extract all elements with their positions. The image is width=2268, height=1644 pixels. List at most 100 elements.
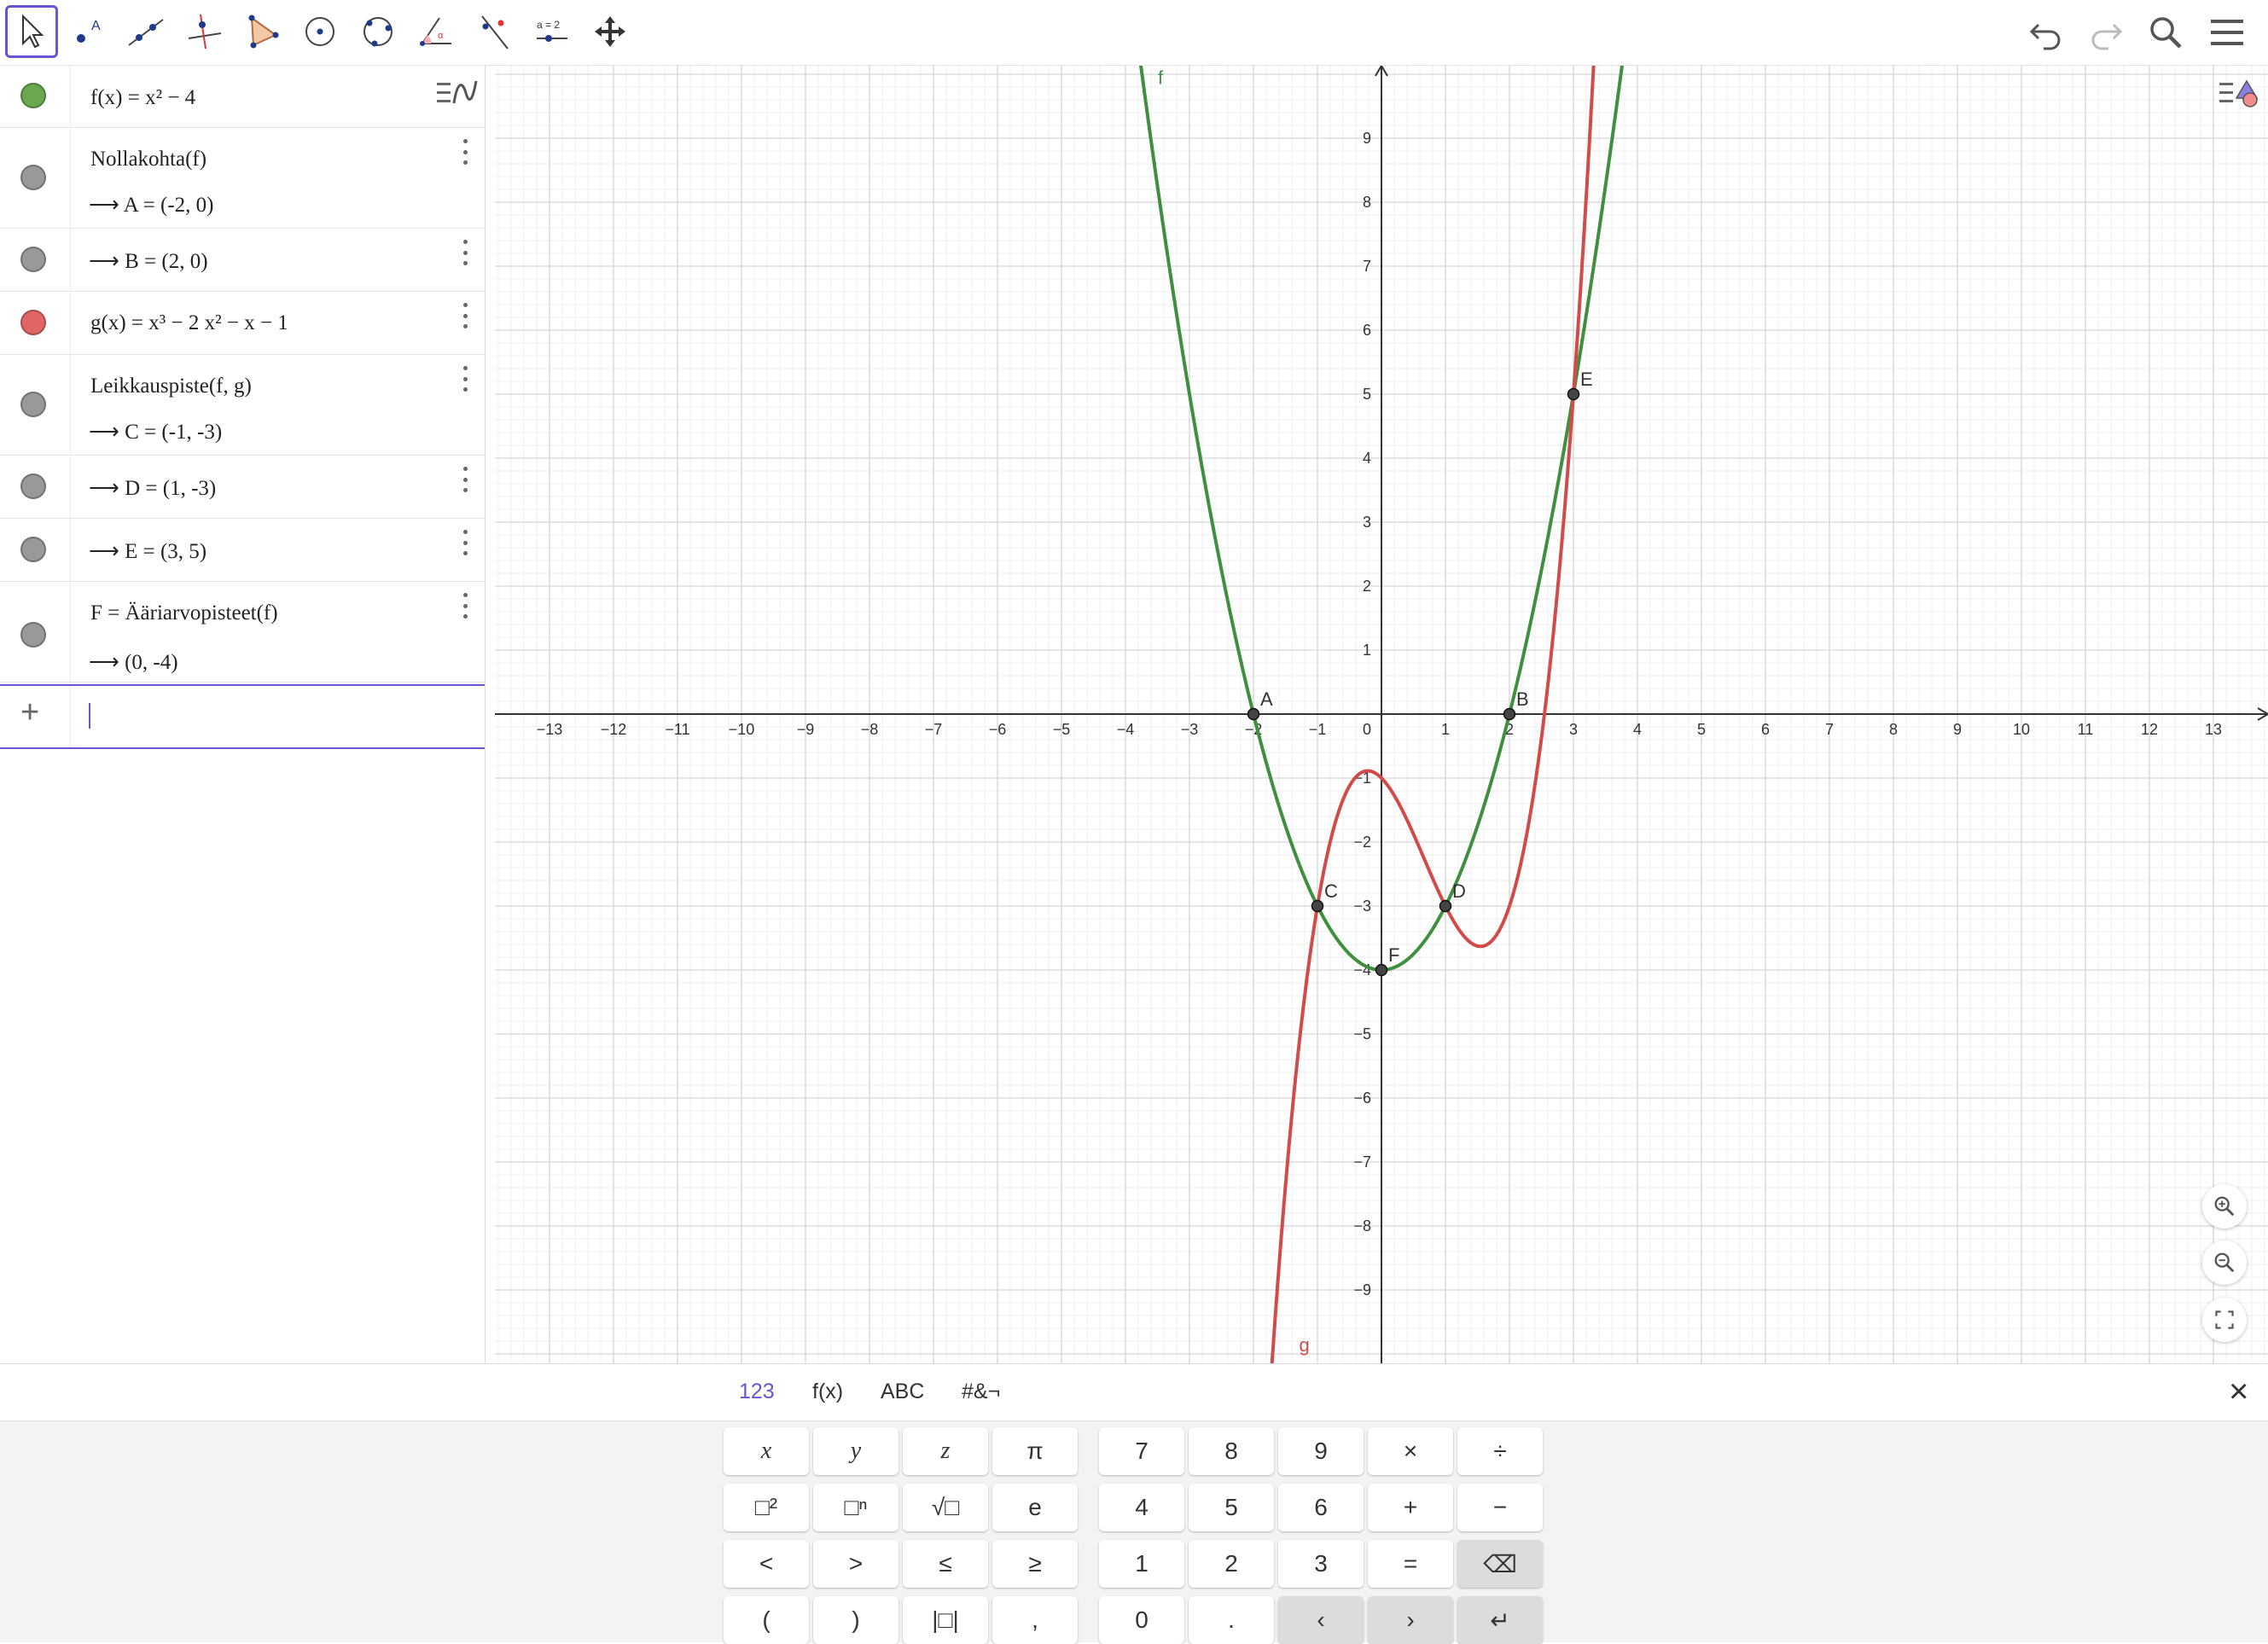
key-5[interactable]: 5 xyxy=(1189,1484,1274,1531)
key-less[interactable]: < xyxy=(724,1540,809,1588)
key-backspace[interactable]: ⌫ xyxy=(1457,1540,1543,1588)
polygon-tool-button[interactable] xyxy=(236,5,288,58)
key-greater-equal[interactable]: ≥ xyxy=(992,1540,1078,1588)
close-keyboard-icon[interactable]: × xyxy=(2229,1373,2249,1410)
key-square[interactable]: □² xyxy=(724,1484,809,1531)
graphics-style-button[interactable] xyxy=(2216,71,2260,115)
x-tick-label: −13 xyxy=(537,721,563,738)
undo-button[interactable] xyxy=(2021,7,2072,58)
visibility-toggle-E[interactable] xyxy=(20,537,46,562)
key-equals[interactable]: = xyxy=(1368,1540,1453,1588)
visibility-toggle-g[interactable] xyxy=(20,310,46,335)
tab-functions[interactable]: f(x) xyxy=(812,1380,844,1403)
key-greater[interactable]: > xyxy=(813,1540,898,1588)
tab-123[interactable]: 123 xyxy=(739,1380,775,1403)
circle-three-points-tool-button[interactable] xyxy=(352,5,404,58)
key-dot[interactable]: . xyxy=(1189,1596,1274,1644)
key-6[interactable]: 6 xyxy=(1278,1484,1364,1531)
move-tool-button[interactable] xyxy=(5,5,58,58)
graphics-view[interactable]: −13 −12 −11 −10 −9 −8 −7 −6 −5 −4 −3 −2 −1 1 2 3 4 5 6 7 8 9 1… xyxy=(495,66,2268,1363)
key-divide[interactable]: ÷ xyxy=(1457,1427,1543,1475)
x-tick-label: 7 xyxy=(1825,721,1834,738)
key-plus[interactable]: + xyxy=(1368,1484,1453,1531)
key-comma[interactable]: , xyxy=(992,1596,1078,1644)
row-menu-button[interactable] xyxy=(461,240,469,265)
y-tick-label: 9 xyxy=(1363,130,1371,147)
key-close-paren[interactable]: ) xyxy=(813,1596,898,1644)
circle-three-points-icon xyxy=(363,17,393,47)
algebra-row-nollakohta[interactable]: Nollakohta(f) ⟶ A = (-2, 0) xyxy=(0,127,485,229)
slider-tool-button[interactable]: a = 2 xyxy=(526,5,579,58)
move-graphics-view-tool-button[interactable] xyxy=(584,5,637,58)
main-menu-button[interactable] xyxy=(2201,7,2253,58)
angle-tool-button[interactable]: α xyxy=(410,5,462,58)
sort-graph-icon xyxy=(437,80,478,104)
visibility-toggle-D[interactable] xyxy=(20,473,46,499)
row-menu-button[interactable] xyxy=(461,366,469,392)
key-less-equal[interactable]: ≤ xyxy=(903,1540,988,1588)
algebra-row-E[interactable]: ⟶ E = (3, 5) xyxy=(0,518,485,582)
line-tool-button[interactable] xyxy=(119,5,172,58)
key-1[interactable]: 1 xyxy=(1099,1540,1184,1588)
zoom-in-button[interactable] xyxy=(2202,1184,2247,1229)
key-times[interactable]: × xyxy=(1368,1427,1453,1475)
key-sqrt[interactable]: √□ xyxy=(903,1484,988,1531)
key-left-arrow[interactable]: ‹ xyxy=(1278,1596,1364,1644)
visibility-toggle-C[interactable] xyxy=(20,392,46,417)
key-open-paren[interactable]: ( xyxy=(724,1596,809,1644)
key-8[interactable]: 8 xyxy=(1189,1427,1274,1475)
tab-symbols[interactable]: #&¬ xyxy=(962,1380,1001,1403)
result-B-text: B = (2, 0) xyxy=(125,250,208,273)
algebra-row-F[interactable]: F = Ääriarvopisteet(f) ⟶ (0, -4) xyxy=(0,581,485,683)
tab-abc[interactable]: ABC xyxy=(881,1380,925,1403)
key-0[interactable]: 0 xyxy=(1099,1596,1184,1644)
fullscreen-button[interactable] xyxy=(2202,1298,2247,1342)
row-menu-button[interactable] xyxy=(461,593,469,619)
key-y[interactable]: y xyxy=(813,1427,898,1475)
reflect-tool-button[interactable] xyxy=(468,5,520,58)
redo-button[interactable] xyxy=(2080,7,2131,58)
key-7[interactable]: 7 xyxy=(1099,1427,1184,1475)
algebra-row-f[interactable]: f(x) = x² − 4 xyxy=(0,66,485,128)
visibility-toggle-f[interactable] xyxy=(20,83,46,108)
visibility-toggle-F[interactable] xyxy=(20,622,46,648)
x-tick-label: 3 xyxy=(1569,721,1578,738)
fullscreen-icon xyxy=(2215,1310,2234,1329)
key-z[interactable]: z xyxy=(903,1427,988,1475)
key-enter[interactable]: ↵ xyxy=(1457,1596,1543,1644)
row-menu-button[interactable] xyxy=(461,303,469,328)
algebra-input-row[interactable]: + xyxy=(0,684,485,749)
key-x[interactable]: x xyxy=(724,1427,809,1475)
key-2[interactable]: 2 xyxy=(1189,1540,1274,1588)
algebra-settings-button[interactable] xyxy=(433,74,480,112)
row-menu-button[interactable] xyxy=(461,139,469,165)
algebra-row-g[interactable]: g(x) = x³ − 2 x² − x − 1 xyxy=(0,291,485,355)
result-A-text: A = (-2, 0) xyxy=(123,194,214,217)
key-4[interactable]: 4 xyxy=(1099,1484,1184,1531)
algebra-row-D[interactable]: ⟶ D = (1, -3) xyxy=(0,455,485,519)
zoom-out-button[interactable] xyxy=(2202,1240,2247,1285)
key-abs[interactable]: |□| xyxy=(903,1596,988,1644)
point-tool-button[interactable]: A xyxy=(61,5,114,58)
coordinate-plane[interactable]: −13 −12 −11 −10 −9 −8 −7 −6 −5 −4 −3 −2 −1 1 2 3 4 5 6 7 8 9 1… xyxy=(495,66,2268,1363)
row-menu-button[interactable] xyxy=(461,467,469,492)
key-3[interactable]: 3 xyxy=(1278,1540,1364,1588)
perpendicular-line-tool-button[interactable] xyxy=(177,5,230,58)
add-item-plus-icon[interactable]: + xyxy=(20,694,40,730)
circle-center-point-tool-button[interactable] xyxy=(294,5,346,58)
key-e[interactable]: e xyxy=(992,1484,1078,1531)
visibility-toggle-B[interactable] xyxy=(20,247,46,272)
algebra-row-B[interactable]: ⟶ B = (2, 0) xyxy=(0,228,485,292)
y-tick-label: 5 xyxy=(1363,386,1371,403)
key-power[interactable]: □ⁿ xyxy=(813,1484,898,1531)
visibility-toggle-A[interactable] xyxy=(20,165,46,190)
search-button[interactable] xyxy=(2140,7,2191,58)
row-menu-button[interactable] xyxy=(461,530,469,555)
key-pi[interactable]: π xyxy=(992,1427,1078,1475)
key-9[interactable]: 9 xyxy=(1278,1427,1364,1475)
undo-icon xyxy=(2029,23,2061,50)
algebra-row-leikkauspiste[interactable]: Leikkauspiste(f, g) ⟶ C = (-1, -3) xyxy=(0,354,485,456)
x-tick-label: 9 xyxy=(1953,721,1962,738)
key-minus[interactable]: − xyxy=(1457,1484,1543,1531)
key-right-arrow[interactable]: › xyxy=(1368,1596,1453,1644)
